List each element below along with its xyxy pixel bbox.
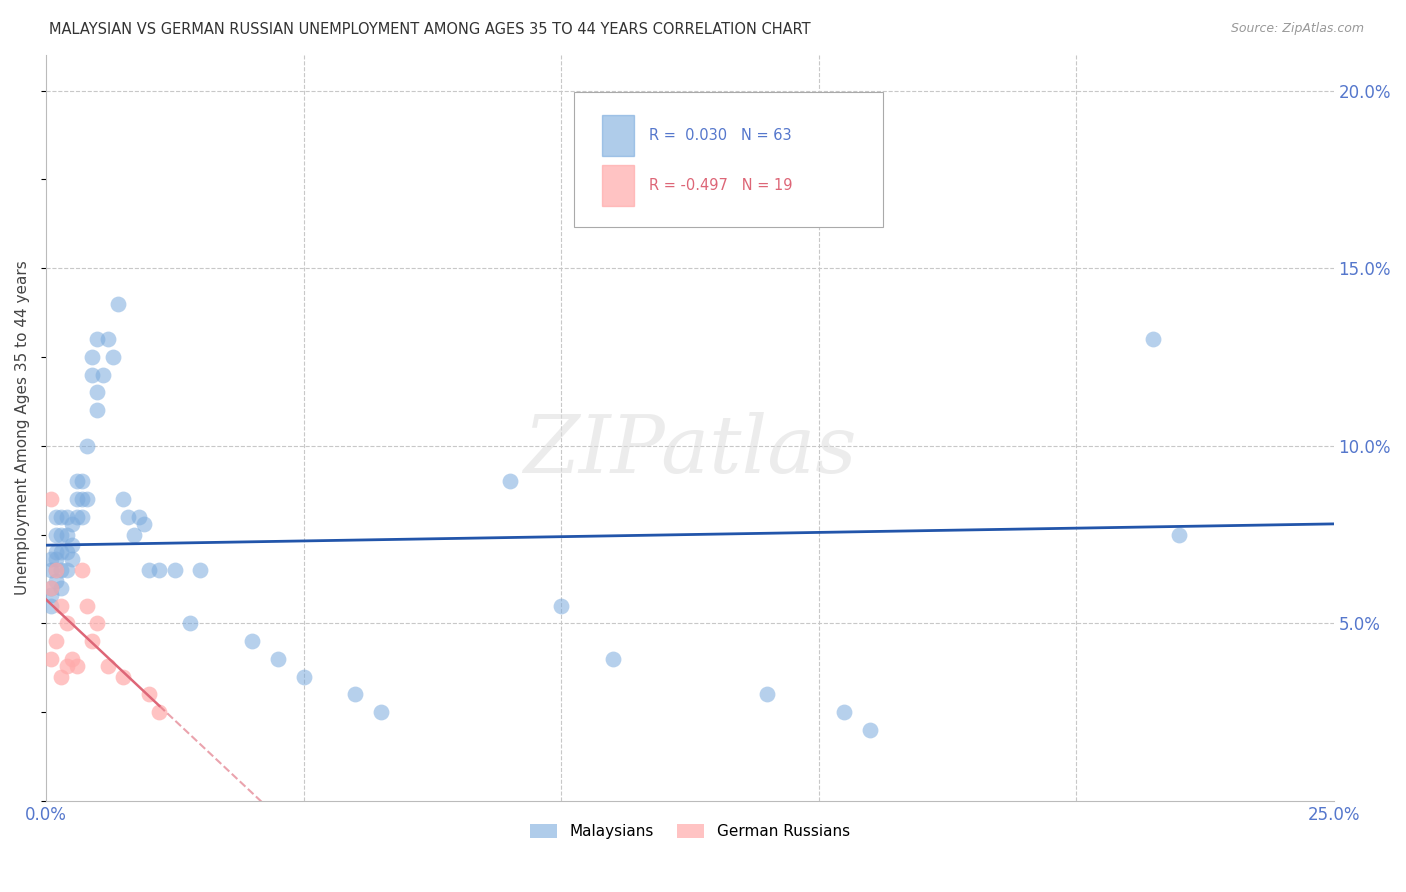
Point (82, 368, 104, 382)
Point (292, 670, 315, 684)
Text: R =  0.030   N = 63: R = 0.030 N = 63 (648, 128, 792, 144)
Point (602, 652, 624, 666)
Point (179, 616, 201, 631)
Point (51, 581, 73, 595)
Point (39, 599, 62, 613)
Point (86, 332, 108, 346)
Point (138, 687, 160, 701)
Point (51, 599, 73, 613)
Point (60, 538, 83, 552)
Point (55, 563, 77, 577)
Point (97, 332, 120, 346)
Text: ZIPatlas: ZIPatlas (523, 411, 856, 489)
Point (45, 563, 67, 577)
Point (60, 552, 83, 566)
Point (163, 563, 186, 577)
Point (112, 491, 135, 506)
Point (132, 516, 155, 531)
Point (101, 350, 124, 364)
Point (76, 439, 98, 453)
Point (39, 563, 62, 577)
Point (70, 563, 93, 577)
Point (122, 527, 145, 541)
Point (51, 509, 73, 524)
Point (70, 509, 93, 524)
Point (82, 350, 104, 364)
Point (138, 563, 160, 577)
FancyBboxPatch shape (602, 165, 634, 206)
Point (107, 296, 129, 310)
Point (859, 723, 882, 737)
Point (190, 563, 212, 577)
Point (267, 652, 290, 666)
Point (45, 527, 67, 541)
Point (240, 634, 263, 648)
Point (60, 652, 83, 666)
Point (45, 552, 67, 566)
Point (55, 545, 77, 559)
Point (343, 687, 366, 701)
Point (128, 509, 150, 524)
Point (55, 616, 77, 631)
Point (498, 475, 520, 489)
Point (51, 527, 73, 541)
Point (39, 491, 62, 506)
Point (51, 670, 73, 684)
Point (550, 599, 572, 613)
Point (45, 545, 67, 559)
Point (1142, 332, 1164, 346)
Point (148, 705, 170, 719)
Point (370, 705, 392, 719)
Point (66, 475, 89, 489)
Point (112, 670, 135, 684)
Point (51, 563, 73, 577)
Point (55, 659, 77, 673)
Text: R = -0.497   N = 19: R = -0.497 N = 19 (648, 178, 792, 194)
FancyBboxPatch shape (602, 115, 634, 156)
Point (45, 574, 67, 588)
FancyBboxPatch shape (574, 93, 883, 227)
Point (756, 687, 779, 701)
Point (45, 563, 67, 577)
Point (86, 403, 108, 417)
Point (834, 705, 856, 719)
Point (148, 563, 170, 577)
Point (86, 616, 108, 631)
Point (86, 385, 108, 400)
Point (70, 475, 93, 489)
Legend: Malaysians, German Russians: Malaysians, German Russians (524, 818, 856, 846)
Point (66, 509, 89, 524)
Point (1168, 527, 1191, 541)
Point (45, 634, 67, 648)
Point (60, 516, 83, 531)
Point (39, 552, 62, 566)
Point (39, 588, 62, 602)
Point (39, 652, 62, 666)
Point (66, 659, 89, 673)
Point (76, 599, 98, 613)
Point (55, 509, 77, 524)
Point (39, 581, 62, 595)
Y-axis label: Unemployment Among Ages 35 to 44 years: Unemployment Among Ages 35 to 44 years (15, 260, 30, 595)
Point (70, 491, 93, 506)
Point (66, 491, 89, 506)
Point (82, 634, 104, 648)
Text: MALAYSIAN VS GERMAN RUSSIAN UNEMPLOYMENT AMONG AGES 35 TO 44 YEARS CORRELATION C: MALAYSIAN VS GERMAN RUSSIAN UNEMPLOYMENT… (49, 22, 811, 37)
Point (76, 491, 98, 506)
Point (55, 527, 77, 541)
Point (51, 545, 73, 559)
Point (45, 509, 67, 524)
Text: Source: ZipAtlas.com: Source: ZipAtlas.com (1230, 22, 1364, 36)
Point (39, 581, 62, 595)
Point (91, 368, 114, 382)
Point (97, 659, 120, 673)
Point (117, 509, 139, 524)
